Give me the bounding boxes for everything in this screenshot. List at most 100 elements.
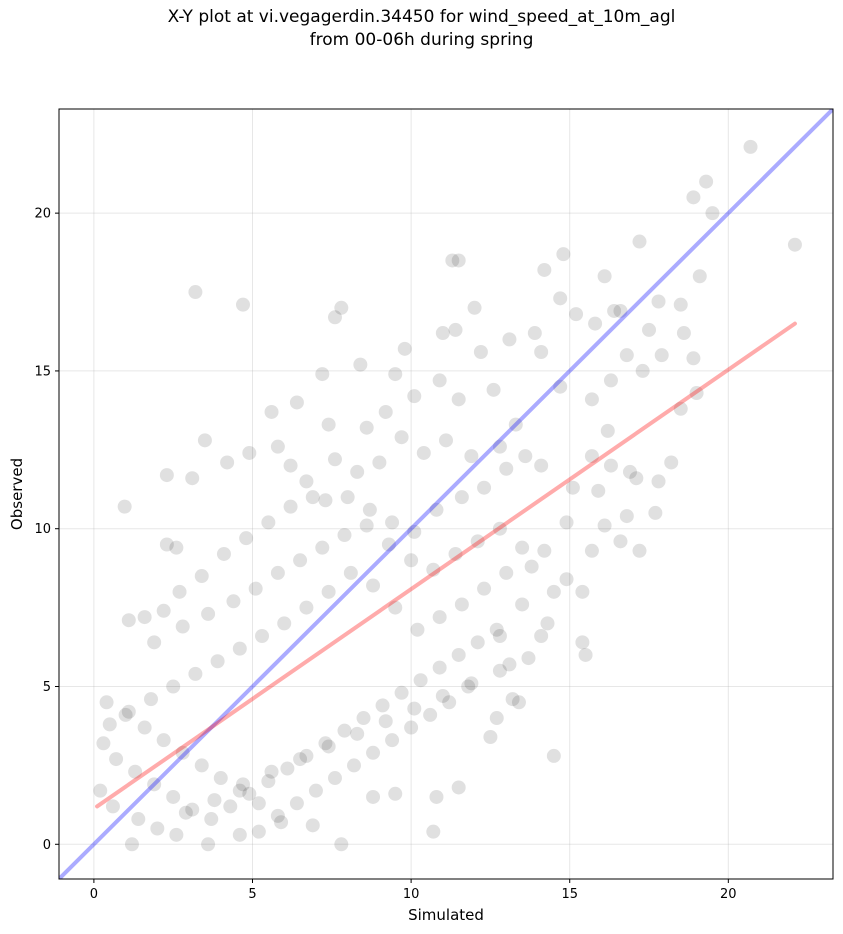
data-point bbox=[318, 493, 333, 508]
data-point bbox=[578, 647, 593, 662]
chart-title: X-Y plot at vi.vegagerdin.34450 for wind… bbox=[0, 6, 843, 52]
data-point bbox=[642, 322, 657, 337]
data-point bbox=[340, 490, 355, 505]
data-point bbox=[699, 174, 714, 189]
data-point bbox=[632, 234, 647, 249]
data-point bbox=[128, 764, 143, 779]
data-point bbox=[518, 449, 533, 464]
data-point bbox=[327, 771, 342, 786]
grid bbox=[59, 109, 833, 879]
data-point bbox=[705, 206, 720, 221]
data-point bbox=[607, 303, 622, 318]
data-point bbox=[492, 629, 507, 644]
chart-title-line2: from 00-06h during spring bbox=[309, 30, 534, 50]
data-point bbox=[169, 827, 184, 842]
data-point bbox=[375, 698, 390, 713]
data-point bbox=[117, 499, 132, 514]
data-point bbox=[603, 458, 618, 473]
data-point bbox=[467, 300, 482, 315]
data-point bbox=[169, 540, 184, 555]
data-point bbox=[629, 471, 644, 486]
data-point bbox=[423, 707, 438, 722]
data-point bbox=[261, 515, 276, 530]
data-point bbox=[787, 237, 802, 252]
data-point bbox=[486, 382, 501, 397]
data-point bbox=[235, 777, 250, 792]
data-point bbox=[315, 540, 330, 555]
chart-title-line1: X-Y plot at vi.vegagerdin.34450 for wind… bbox=[167, 7, 676, 27]
data-point bbox=[435, 688, 450, 703]
data-point bbox=[673, 401, 688, 416]
data-point bbox=[432, 610, 447, 625]
data-point bbox=[448, 322, 463, 337]
data-point bbox=[299, 600, 314, 615]
data-point bbox=[429, 502, 444, 517]
y-tick-label: 15 bbox=[34, 364, 51, 379]
data-point bbox=[315, 367, 330, 382]
data-point bbox=[534, 629, 549, 644]
data-point bbox=[464, 676, 479, 691]
data-point bbox=[255, 629, 270, 644]
data-point bbox=[673, 297, 688, 312]
data-point bbox=[305, 818, 320, 833]
data-point bbox=[274, 815, 289, 830]
y-tick-label: 20 bbox=[34, 207, 51, 222]
data-point bbox=[686, 190, 701, 205]
data-point bbox=[470, 635, 485, 650]
data-point bbox=[156, 733, 171, 748]
data-point bbox=[651, 294, 666, 309]
data-point bbox=[102, 717, 117, 732]
x-tick-label: 15 bbox=[561, 887, 578, 902]
data-point bbox=[372, 455, 387, 470]
data-point bbox=[385, 515, 400, 530]
data-point bbox=[362, 502, 377, 517]
data-point bbox=[588, 316, 603, 331]
data-point bbox=[591, 483, 606, 498]
data-point bbox=[407, 524, 422, 539]
data-point bbox=[197, 433, 212, 448]
data-point bbox=[137, 720, 152, 735]
data-point bbox=[270, 565, 285, 580]
data-point bbox=[397, 341, 412, 356]
data-point bbox=[121, 704, 136, 719]
data-point bbox=[676, 326, 691, 341]
data-point bbox=[359, 518, 374, 533]
data-point bbox=[356, 711, 371, 726]
data-point bbox=[293, 752, 308, 767]
data-point bbox=[540, 616, 555, 631]
data-point bbox=[343, 565, 358, 580]
data-point bbox=[105, 799, 120, 814]
data-point bbox=[159, 537, 174, 552]
data-point bbox=[223, 799, 238, 814]
data-point bbox=[527, 326, 542, 341]
data-point bbox=[477, 581, 492, 596]
data-point bbox=[172, 584, 187, 599]
data-point bbox=[188, 285, 203, 300]
data-point bbox=[492, 439, 507, 454]
data-point bbox=[327, 452, 342, 467]
scatter-points bbox=[93, 139, 802, 852]
data-point bbox=[477, 480, 492, 495]
data-point bbox=[204, 812, 219, 827]
data-point bbox=[600, 423, 615, 438]
data-point bbox=[251, 824, 266, 839]
data-point bbox=[359, 420, 374, 435]
data-point bbox=[201, 837, 216, 852]
data-point bbox=[492, 663, 507, 678]
data-point bbox=[619, 509, 634, 524]
data-point bbox=[321, 417, 336, 432]
data-point bbox=[451, 780, 466, 795]
data-point bbox=[93, 783, 108, 798]
x-tick-label: 10 bbox=[403, 887, 420, 902]
data-point bbox=[584, 449, 599, 464]
data-point bbox=[207, 793, 222, 808]
data-point bbox=[524, 559, 539, 574]
data-point bbox=[232, 783, 247, 798]
data-point bbox=[194, 569, 209, 584]
data-point bbox=[515, 540, 530, 555]
data-point bbox=[451, 253, 466, 268]
data-point bbox=[546, 748, 561, 763]
data-point bbox=[283, 458, 298, 473]
data-point bbox=[445, 253, 460, 268]
data-point bbox=[489, 622, 504, 637]
